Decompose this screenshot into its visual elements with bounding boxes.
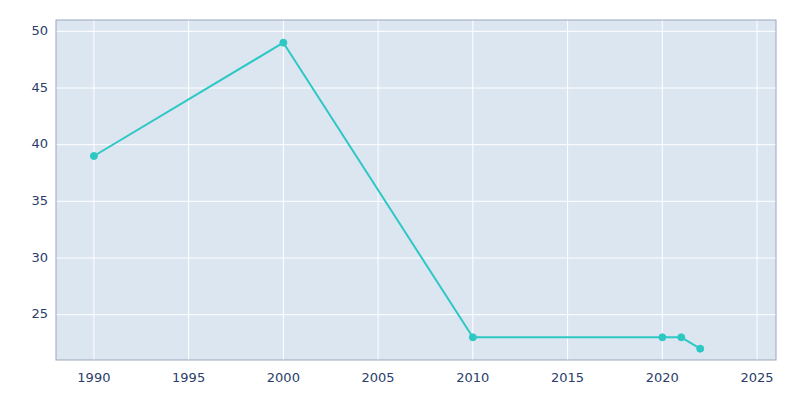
- x-grid-line: [93, 20, 94, 360]
- x-tick-label: 2025: [741, 370, 774, 385]
- point: [678, 334, 685, 341]
- x-tick-label: 2020: [646, 370, 679, 385]
- y-grid-line: [56, 258, 776, 259]
- y-grid-line: [56, 31, 776, 32]
- grid: [56, 20, 776, 360]
- line: [94, 43, 700, 349]
- y-grid-line: [56, 314, 776, 315]
- x-grid-line: [283, 20, 284, 360]
- x-tick-label: 2010: [456, 370, 489, 385]
- y-grid-line: [56, 201, 776, 202]
- point: [469, 334, 476, 341]
- tick-labels: 1990 1995 2000 2005 2010 2015 2020 2025 25 30 35 40…: [31, 23, 773, 385]
- x-tick-label: 1995: [172, 370, 205, 385]
- chart-svg: 1990 1995 2000 2005 2010 2015 2020 2025 25 30 35 40…: [0, 0, 800, 400]
- y-grid-line: [56, 144, 776, 145]
- plot-background: [56, 20, 776, 360]
- point: [659, 334, 666, 341]
- y-tick-label: 50: [31, 23, 48, 38]
- data-group: [90, 39, 703, 352]
- x-grid-line: [757, 20, 758, 360]
- y-tick-label: 45: [31, 80, 48, 95]
- point: [697, 345, 704, 352]
- chart-container: 1990 1995 2000 2005 2010 2015 2020 2025 25 30 35 40…: [0, 0, 800, 400]
- x-grid-line: [662, 20, 663, 360]
- point: [280, 39, 287, 46]
- y-grid-line: [56, 88, 776, 89]
- x-tick-label: 2000: [267, 370, 300, 385]
- x-tick-label: 2015: [551, 370, 584, 385]
- x-grid-line: [567, 20, 568, 360]
- plot-frame: [56, 20, 776, 360]
- x-tick-label: 2005: [362, 370, 395, 385]
- point: [90, 153, 97, 160]
- x-grid-line: [188, 20, 189, 360]
- y-tick-label: 25: [31, 306, 48, 321]
- x-grid-line: [472, 20, 473, 360]
- y-tick-label: 30: [31, 250, 48, 265]
- y-tick-label: 35: [31, 193, 48, 208]
- x-tick-label: 1990: [77, 370, 110, 385]
- y-tick-label: 40: [31, 136, 48, 151]
